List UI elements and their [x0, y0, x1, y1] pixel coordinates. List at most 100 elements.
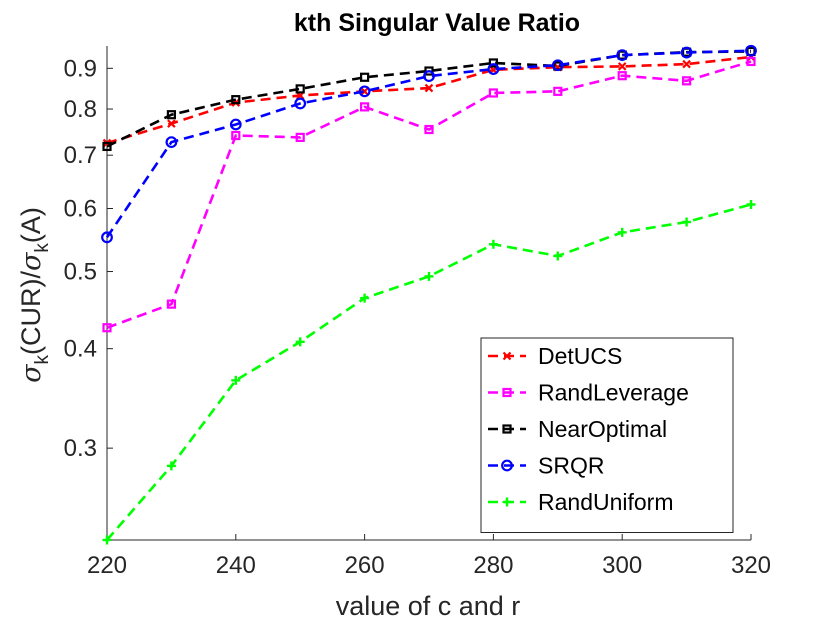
point-near-optimal	[360, 72, 370, 82]
legend-label: NearOptimal	[538, 416, 667, 442]
point-rand-uniform	[166, 461, 176, 471]
point-rand-uniform	[231, 375, 241, 385]
point-srqr	[616, 49, 629, 62]
point-rand-uniform	[617, 227, 627, 237]
legend-swatch-marker	[502, 351, 512, 361]
point-det-ucs-b	[682, 59, 691, 69]
chart-title: kth Singular Value Ratio	[294, 9, 580, 37]
point-rand-uniform	[424, 271, 434, 281]
legend-swatch-marker	[501, 459, 513, 472]
x-axis-label: value of c and r	[336, 591, 521, 621]
series-rand-uniform	[102, 199, 756, 545]
y-tick-label: 0.6	[64, 195, 97, 222]
point-det-ucs-b	[424, 83, 434, 93]
legend-swatch-marker-b	[502, 351, 512, 361]
y-tick-label: 0.9	[64, 55, 97, 82]
point-rand-uniform	[682, 217, 692, 227]
legend-item-rand-uniform: RandUniform	[488, 489, 674, 515]
series-rand-leverage	[102, 56, 756, 333]
axes: 220 240 260 280 300 320 0.3 0.4 0.5 0.6 0.7 0.8 0.9	[64, 46, 771, 579]
x-tick-label: 320	[731, 552, 771, 579]
y-label-sigma-2: σ	[16, 251, 47, 271]
point-rand-uniform	[360, 293, 370, 303]
point-srqr	[101, 231, 113, 244]
point-det-ucs	[682, 59, 691, 69]
point-srqr	[165, 136, 178, 149]
point-det-ucs-b	[617, 62, 627, 71]
y-label-mid: (CUR)/	[16, 271, 46, 355]
point-det-ucs-b	[167, 119, 176, 128]
point-det-ucs	[167, 119, 176, 128]
x-tick-label: 240	[216, 552, 256, 579]
legend-swatch-marker	[502, 497, 512, 507]
point-srqr	[358, 85, 371, 98]
y-label-sub-1: k	[32, 354, 53, 364]
y-label-sub-2: k	[32, 243, 53, 253]
point-det-ucs	[424, 83, 434, 93]
point-srqr	[229, 118, 242, 131]
legend-swatch-marker	[502, 387, 512, 398]
y-tick-label: 0.3	[64, 435, 97, 462]
x-tick-label: 260	[345, 552, 385, 579]
point-rand-uniform	[295, 337, 305, 347]
point-srqr	[680, 46, 693, 59]
point-rand-uniform	[553, 251, 563, 261]
point-near-optimal	[166, 110, 176, 120]
x-tick-label: 220	[87, 552, 127, 579]
point-near-optimal	[488, 58, 498, 68]
point-rand-leverage	[102, 323, 112, 333]
series-line-rand-leverage	[106, 60, 752, 329]
point-rand-leverage	[360, 102, 370, 112]
point-near-optimal	[102, 141, 112, 152]
point-rand-leverage	[295, 132, 305, 142]
point-rand-leverage	[424, 124, 434, 135]
legend-label: DetUCS	[538, 343, 622, 369]
point-rand-uniform	[488, 239, 498, 249]
series-line-srqr	[105, 49, 752, 239]
plot-area: 220 240 260 280 300 320 0.3 0.4 0.5 0.6 0.7 0.8 0.9	[64, 44, 771, 579]
legend-label: RandLeverage	[538, 380, 689, 406]
x-tick-label: 300	[602, 552, 642, 579]
legend: DetUCS RandLeverage NearOptimal SRQR RandUni…	[480, 337, 734, 533]
y-label-tail: (A)	[16, 207, 46, 243]
y-tick-label: 0.5	[64, 259, 97, 286]
point-det-ucs	[360, 87, 369, 96]
point-rand-uniform	[102, 535, 112, 545]
legend-swatch-marker	[502, 424, 512, 434]
point-rand-leverage	[553, 86, 563, 96]
point-det-ucs	[617, 62, 627, 71]
y-axis-label: σk(CUR)/σk(A)	[16, 207, 53, 383]
series-srqr	[101, 44, 757, 244]
legend-item-srqr: SRQR	[488, 453, 604, 479]
legend-label: RandUniform	[538, 489, 674, 515]
series-layer	[101, 44, 757, 545]
point-rand-leverage	[166, 299, 176, 309]
point-srqr	[487, 63, 500, 75]
point-near-optimal	[295, 84, 305, 94]
point-srqr	[745, 44, 757, 57]
point-srqr	[551, 59, 564, 72]
point-srqr	[294, 97, 307, 110]
legend-item-det-ucs: DetUCS	[488, 343, 622, 369]
legend-label: SRQR	[538, 453, 604, 479]
point-near-optimal	[231, 95, 241, 105]
point-rand-leverage	[746, 56, 756, 67]
point-rand-leverage	[681, 76, 692, 86]
point-rand-leverage	[231, 130, 241, 141]
point-srqr	[423, 70, 435, 82]
legend-item-rand-leverage: RandLeverage	[488, 380, 689, 406]
point-rand-leverage	[617, 71, 627, 81]
point-rand-leverage	[488, 88, 498, 98]
point-det-ucs-b	[360, 87, 369, 96]
legend-box	[480, 337, 734, 533]
y-tick-label: 0.4	[64, 336, 97, 363]
y-tick-label: 0.7	[64, 142, 97, 169]
legend-item-near-optimal: NearOptimal	[488, 416, 667, 442]
y-tick-label: 0.8	[64, 96, 97, 123]
series-line-rand-uniform	[106, 203, 752, 541]
point-rand-uniform	[746, 199, 756, 209]
point-near-optimal	[424, 66, 434, 76]
y-label-sigma-1: σ	[16, 363, 47, 383]
x-tick-label: 280	[473, 552, 513, 579]
